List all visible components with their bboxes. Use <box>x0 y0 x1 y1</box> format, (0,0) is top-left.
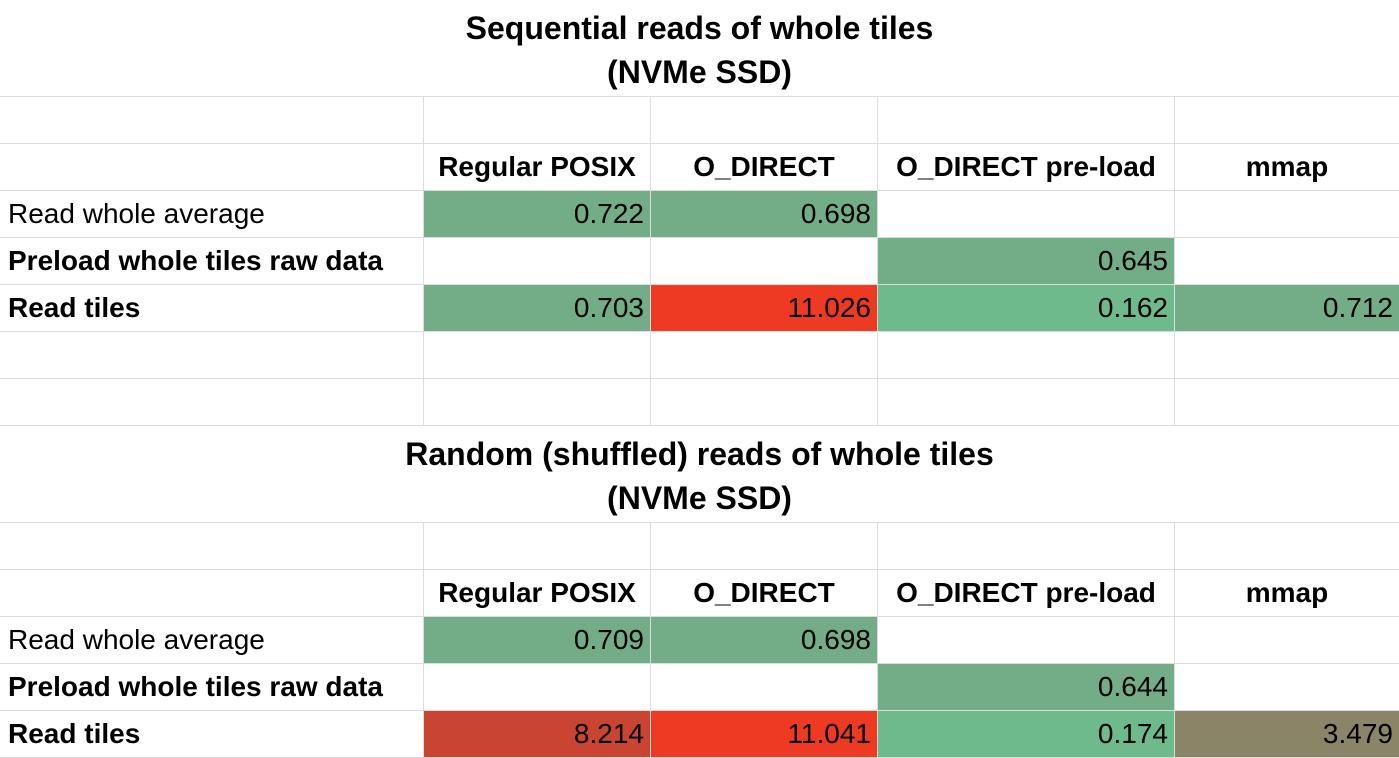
empty-cell[interactable] <box>424 332 651 378</box>
row-label[interactable]: Preload whole tiles raw data <box>0 664 424 710</box>
empty-cell[interactable] <box>0 332 424 378</box>
empty-cell[interactable] <box>878 379 1175 425</box>
empty-cell[interactable] <box>1175 97 1399 143</box>
table-row: Read tiles 0.703 11.026 0.162 0.712 <box>0 285 1399 332</box>
value-cell[interactable] <box>1175 238 1399 284</box>
row-label[interactable]: Read whole average <box>0 191 424 237</box>
value-cell[interactable] <box>424 238 651 284</box>
empty-cell[interactable] <box>1175 332 1399 378</box>
section-title-random: Random (shuffled) reads of whole tiles (… <box>0 426 1399 523</box>
empty-cell[interactable] <box>878 332 1175 378</box>
empty-cell[interactable] <box>424 379 651 425</box>
empty-cell[interactable] <box>651 97 878 143</box>
row-label[interactable]: Read tiles <box>0 711 424 757</box>
table-row: Read whole average 0.709 0.698 <box>0 617 1399 664</box>
header-cell-o-direct[interactable]: O_DIRECT <box>651 144 878 190</box>
empty-cell[interactable] <box>651 379 878 425</box>
value-cell[interactable] <box>878 191 1175 237</box>
header-row: Regular POSIX O_DIRECT O_DIRECT pre-load… <box>0 570 1399 617</box>
empty-cell[interactable] <box>424 97 651 143</box>
header-cell-o-direct-preload[interactable]: O_DIRECT pre-load <box>878 570 1175 616</box>
value-cell[interactable] <box>651 664 878 710</box>
header-cell-o-direct-preload[interactable]: O_DIRECT pre-load <box>878 144 1175 190</box>
value-cell[interactable]: 0.709 <box>424 617 651 663</box>
value-cell[interactable]: 11.026 <box>651 285 878 331</box>
table-row: Read tiles 8.214 11.041 0.174 3.479 <box>0 711 1399 758</box>
empty-cell[interactable] <box>0 97 424 143</box>
empty-cell[interactable] <box>1175 523 1399 569</box>
row-label[interactable]: Read whole average <box>0 617 424 663</box>
value-cell[interactable]: 0.703 <box>424 285 651 331</box>
empty-cell[interactable] <box>0 379 424 425</box>
value-cell[interactable]: 0.698 <box>651 191 878 237</box>
header-cell-mmap[interactable]: mmap <box>1245 577 1329 608</box>
section-title-line1: Random (shuffled) reads of whole tiles <box>405 436 994 472</box>
header-cell-regular-posix[interactable]: Regular POSIX <box>424 144 651 190</box>
value-cell[interactable] <box>878 617 1175 663</box>
value-cell[interactable] <box>1175 191 1399 237</box>
empty-row <box>0 523 1399 570</box>
header-cell-label[interactable] <box>0 570 424 616</box>
table-row: Preload whole tiles raw data 0.645 <box>0 238 1399 285</box>
empty-row <box>0 332 1399 379</box>
empty-cell[interactable] <box>651 523 878 569</box>
value-cell[interactable] <box>1175 617 1399 663</box>
header-cell-regular-posix[interactable]: Regular POSIX <box>424 570 651 616</box>
value-cell[interactable]: 3.479 <box>1175 711 1399 757</box>
header-row: Regular POSIX O_DIRECT O_DIRECT pre-load… <box>0 144 1399 191</box>
value-cell[interactable] <box>424 664 651 710</box>
empty-row <box>0 379 1399 426</box>
section-title-line2: (NVMe SSD) <box>607 54 792 90</box>
value-cell[interactable]: 0.698 <box>651 617 878 663</box>
value-cell[interactable]: 0.644 <box>878 664 1175 710</box>
row-label[interactable]: Preload whole tiles raw data <box>0 238 424 284</box>
value-cell[interactable]: 11.041 <box>651 711 878 757</box>
empty-cell[interactable] <box>0 523 424 569</box>
header-cell-label[interactable] <box>0 144 424 190</box>
table-row: Read whole average 0.722 0.698 <box>0 191 1399 238</box>
section-title-sequential: Sequential reads of whole tiles (NVMe SS… <box>0 0 1399 97</box>
row-label[interactable]: Read tiles <box>0 285 424 331</box>
value-cell[interactable]: 0.162 <box>878 285 1175 331</box>
table-row: Preload whole tiles raw data 0.644 <box>0 664 1399 711</box>
section-title-line1: Sequential reads of whole tiles <box>465 10 934 46</box>
value-cell[interactable] <box>1175 664 1399 710</box>
empty-cell[interactable] <box>878 523 1175 569</box>
value-cell[interactable]: 8.214 <box>424 711 651 757</box>
empty-cell[interactable] <box>878 97 1175 143</box>
value-cell[interactable]: 0.645 <box>878 238 1175 284</box>
empty-cell[interactable] <box>1175 379 1399 425</box>
value-cell[interactable]: 0.712 <box>1175 285 1399 331</box>
section-title-line2: (NVMe SSD) <box>607 480 792 516</box>
header-cell-o-direct[interactable]: O_DIRECT <box>651 570 878 616</box>
header-cell-mmap[interactable]: mmap <box>1245 151 1329 182</box>
value-cell[interactable]: 0.174 <box>878 711 1175 757</box>
empty-cell[interactable] <box>651 332 878 378</box>
value-cell[interactable] <box>651 238 878 284</box>
value-cell[interactable]: 0.722 <box>424 191 651 237</box>
empty-row <box>0 97 1399 144</box>
empty-cell[interactable] <box>424 523 651 569</box>
